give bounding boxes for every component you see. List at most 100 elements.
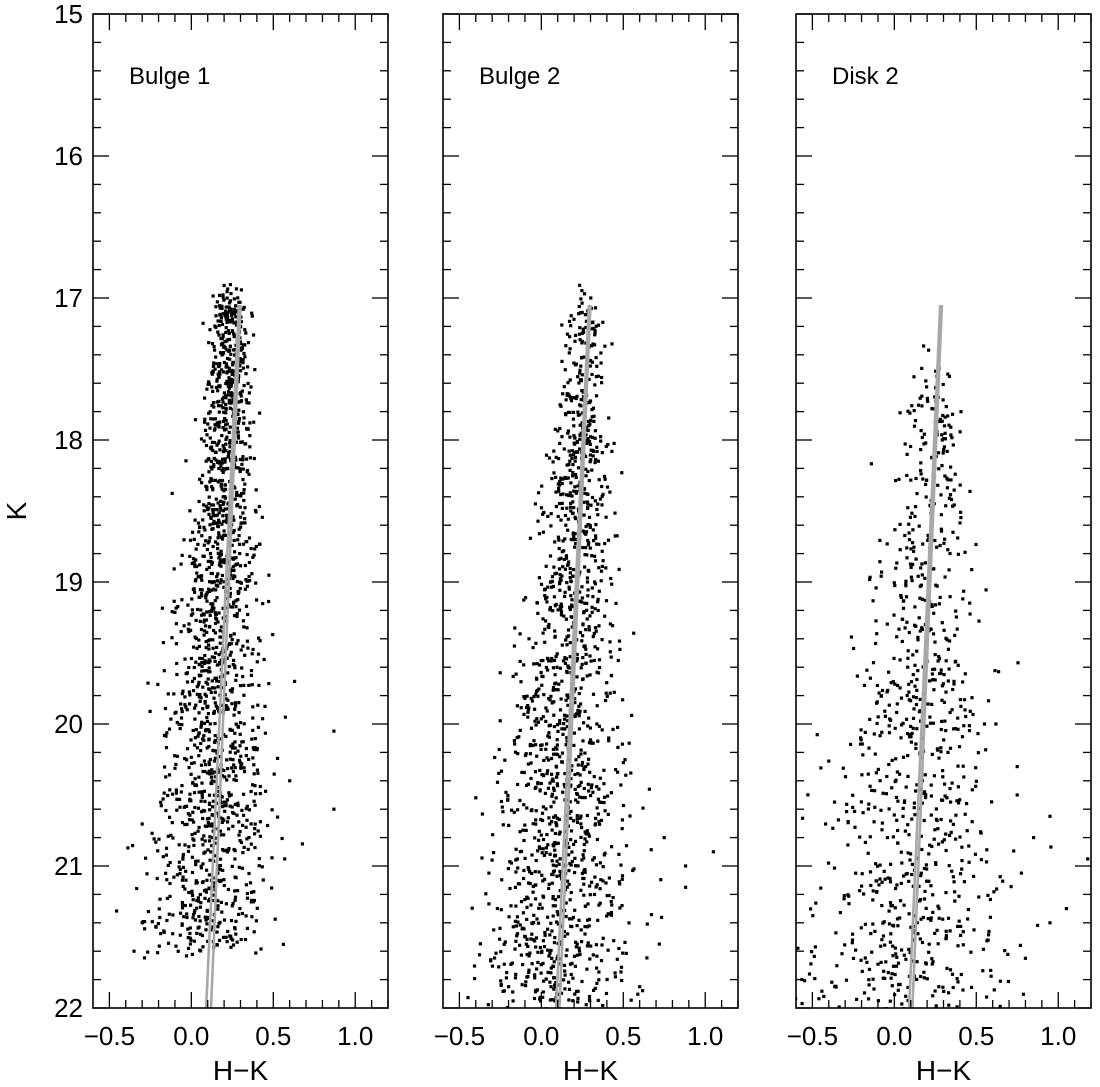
- data-point: [207, 916, 211, 921]
- data-point: [221, 560, 225, 564]
- data-point: [200, 594, 204, 598]
- data-point: [916, 574, 920, 578]
- data-point: [179, 716, 184, 720]
- data-point: [575, 675, 579, 679]
- data-point: [649, 913, 654, 917]
- data-point: [201, 843, 205, 847]
- data-point: [193, 518, 197, 522]
- data-point: [555, 743, 559, 747]
- data-point: [523, 823, 527, 827]
- data-point: [970, 985, 974, 989]
- data-point: [569, 314, 573, 318]
- data-point: [231, 901, 235, 905]
- data-point: [894, 795, 899, 799]
- data-point: [213, 427, 217, 431]
- data-point: [246, 365, 250, 369]
- data-point: [487, 902, 491, 906]
- data-point: [251, 746, 255, 750]
- data-point: [226, 887, 230, 892]
- data-point: [606, 794, 610, 798]
- data-point: [200, 578, 204, 582]
- data-point: [240, 359, 244, 364]
- data-point: [956, 944, 960, 948]
- data-point: [879, 960, 883, 964]
- data-point: [597, 787, 601, 791]
- data-point: [190, 818, 194, 822]
- data-point: [892, 924, 896, 928]
- data-point: [588, 460, 592, 464]
- data-point: [552, 800, 556, 804]
- data-point: [513, 885, 517, 889]
- data-point: [503, 940, 507, 944]
- data-point: [572, 954, 577, 958]
- data-point: [233, 550, 237, 554]
- data-point: [1016, 661, 1020, 665]
- data-point: [231, 568, 235, 572]
- data-point: [216, 572, 220, 576]
- data-point: [495, 906, 499, 911]
- data-point: [224, 704, 228, 708]
- data-point: [580, 310, 584, 315]
- data-point: [249, 385, 253, 389]
- data-point: [925, 385, 929, 389]
- data-point: [911, 673, 915, 677]
- data-point: [910, 731, 914, 735]
- data-point: [166, 941, 171, 945]
- data-point: [219, 578, 223, 582]
- data-point: [594, 863, 599, 867]
- data-point: [249, 842, 253, 846]
- data-point: [207, 565, 211, 570]
- data-point: [953, 633, 957, 637]
- data-point: [216, 480, 220, 484]
- data-point: [588, 957, 592, 961]
- data-point: [212, 749, 217, 753]
- data-point: [514, 924, 518, 928]
- data-point: [210, 478, 214, 482]
- data-point: [240, 345, 244, 349]
- data-point: [238, 829, 242, 834]
- data-point: [647, 787, 651, 791]
- data-point: [210, 342, 215, 346]
- data-point: [238, 587, 242, 591]
- data-point: [945, 449, 949, 453]
- data-point: [170, 491, 174, 495]
- data-point: [190, 870, 195, 875]
- data-point: [530, 853, 534, 857]
- data-point: [222, 580, 226, 584]
- data-point: [213, 599, 217, 603]
- data-point: [867, 802, 871, 806]
- data-point: [228, 441, 232, 445]
- data-point: [585, 944, 590, 948]
- data-point: [548, 933, 552, 937]
- data-point: [888, 940, 892, 944]
- data-point: [212, 361, 216, 365]
- data-point: [963, 550, 967, 554]
- data-point: [224, 442, 228, 446]
- data-point: [239, 369, 243, 373]
- data-point: [234, 919, 238, 923]
- data-point: [573, 455, 577, 459]
- data-point: [237, 417, 241, 421]
- data-point: [959, 510, 963, 514]
- data-point: [202, 620, 206, 624]
- data-point: [225, 521, 229, 525]
- data-point: [241, 542, 246, 546]
- data-point: [613, 511, 617, 515]
- data-point: [547, 659, 551, 663]
- data-point: [558, 577, 562, 581]
- data-point: [567, 917, 572, 921]
- data-point: [140, 921, 144, 925]
- data-point: [938, 595, 942, 599]
- data-point: [953, 899, 957, 903]
- data-point: [499, 950, 503, 954]
- data-point: [902, 599, 906, 603]
- data-point: [584, 532, 588, 536]
- data-point: [927, 950, 931, 954]
- data-point: [210, 844, 214, 848]
- data-point: [532, 996, 537, 1001]
- data-point: [588, 546, 592, 550]
- data-point: [881, 934, 886, 938]
- data-point: [611, 896, 615, 900]
- data-point: [244, 398, 248, 402]
- data-point: [190, 679, 195, 683]
